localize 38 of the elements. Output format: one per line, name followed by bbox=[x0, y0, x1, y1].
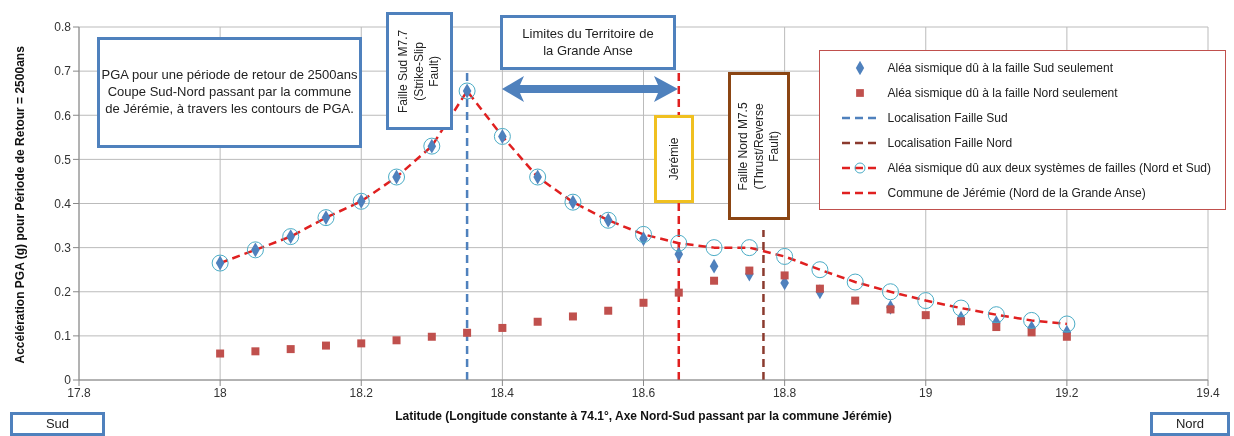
x-tick-label: 19 bbox=[919, 385, 933, 400]
text-box: Sud bbox=[10, 412, 105, 436]
y-tick-label: 0.4 bbox=[54, 196, 72, 211]
y-tick-label: 0.6 bbox=[54, 108, 72, 123]
text-box: Faille Nord M7.5 (Thrust/Reverse Fault) bbox=[728, 72, 790, 220]
annotation: Faille Nord M7.5 (Thrust/Reverse Fault) bbox=[735, 101, 782, 191]
x-axis-title: Latitude (Longitude constante à 74.1°, Axe Nord-Sud passant par la commune Jérémie) bbox=[395, 409, 892, 423]
annotation: Limites du Territoire de la Grande Anse bbox=[522, 25, 654, 60]
legend-label: Commune de Jérémie (Nord de la Grande Anse) bbox=[887, 185, 1146, 200]
text-box: Limites du Territoire de la Grande Anse bbox=[500, 15, 676, 70]
y-tick-label: 0.3 bbox=[54, 240, 72, 255]
annotation: Jérémie bbox=[666, 137, 682, 181]
x-tick-label: 17.8 bbox=[67, 385, 91, 400]
legend-label: Localisation Faille Nord bbox=[887, 135, 1013, 150]
text-box: Faille Sud M7.7 (Strike-Slip Fault) bbox=[386, 12, 453, 130]
x-tick-label: 18 bbox=[213, 385, 228, 400]
annotation: PGA pour une période de retour de 2500ans Coupe Sud-Nord passant par la commune de Jérémie, à travers les contours de PGA. bbox=[100, 67, 359, 118]
x-tick-label: 18.4 bbox=[490, 385, 515, 400]
x-tick-label: 18.2 bbox=[349, 385, 374, 400]
y-axis-title: Accélération PGA (g) pour Période de Retour = 2500ans bbox=[13, 45, 28, 364]
y-tick-label: 0.1 bbox=[54, 329, 72, 344]
text-box: PGA pour une période de retour de 2500ans Coupe Sud-Nord passant par la commune de Jérémie, à travers les contours de PGA. bbox=[97, 37, 362, 148]
y-tick-label: 0.7 bbox=[54, 64, 72, 79]
y-tick-label: 0.2 bbox=[54, 285, 72, 300]
x-tick-label: 18.6 bbox=[631, 385, 656, 400]
y-tick-label: 0.5 bbox=[54, 152, 72, 167]
y-tick-label: 0 bbox=[64, 373, 72, 388]
text-box: Jérémie bbox=[654, 115, 694, 203]
x-tick-label: 18.8 bbox=[772, 385, 797, 400]
legend-label: Aléa sismique dû aux deux systèmes de failles (Nord et Sud) bbox=[887, 160, 1211, 175]
x-tick-label: 19.2 bbox=[1055, 385, 1079, 400]
text-box: Nord bbox=[1150, 412, 1230, 436]
legend-label: Aléa sismique dû à la faille Nord seulement bbox=[887, 85, 1118, 100]
annotation: Faille Sud M7.7 (Strike-Slip Fault) bbox=[396, 29, 443, 113]
x-tick-label: 19.4 bbox=[1196, 385, 1220, 400]
y-tick-label: 0.8 bbox=[54, 20, 72, 35]
legend-label: Aléa sismique dû à la faille Sud seulement bbox=[887, 60, 1113, 75]
legend-label: Localisation Faille Sud bbox=[887, 110, 1008, 125]
